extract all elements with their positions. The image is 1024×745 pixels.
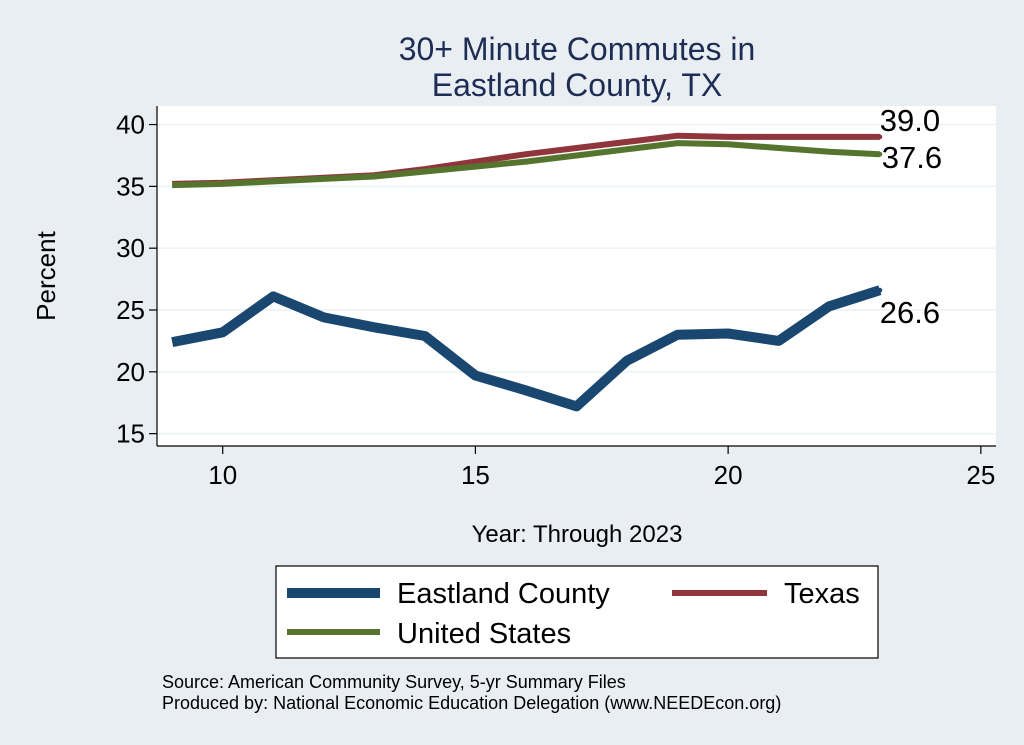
series-end-point-texas bbox=[877, 134, 883, 140]
plot-area bbox=[157, 106, 996, 446]
y-tick-label: 30 bbox=[116, 233, 145, 263]
y-tick-label: 35 bbox=[116, 171, 145, 201]
y-tick-label: 15 bbox=[116, 419, 145, 449]
legend-box bbox=[275, 565, 879, 659]
legend-label-eastland-county: Eastland County bbox=[397, 578, 610, 610]
series-line-eastland-county bbox=[171, 285, 882, 412]
source-note: Source: American Community Survey, 5-yr … bbox=[162, 672, 626, 692]
y-tick-label: 20 bbox=[116, 357, 145, 387]
produced-by-note: Produced by: National Economic Education… bbox=[162, 693, 781, 713]
legend-item-united-states: United States bbox=[287, 618, 571, 650]
end-label-eastland-county: 26.6 bbox=[880, 295, 940, 330]
end-labels: 26.6 39.037.6 bbox=[880, 103, 942, 330]
y-axis-title: Percent bbox=[31, 230, 61, 320]
legend-item-texas: Texas bbox=[672, 578, 860, 610]
series-end-point-united-states bbox=[877, 151, 883, 157]
chart-title-line-1: 30+ Minute Commutes in bbox=[399, 31, 756, 67]
x-tick-label: 10 bbox=[208, 460, 237, 490]
chart-title-line-2: Eastland County, TX bbox=[432, 67, 723, 103]
x-tick-label: 20 bbox=[714, 460, 743, 490]
y-tick-label: 25 bbox=[116, 295, 145, 325]
x-tick-label: 15 bbox=[461, 460, 490, 490]
series-line-united-states bbox=[172, 140, 880, 189]
legend-label-united-states: United States bbox=[397, 618, 571, 650]
series-end-point-eastland-county bbox=[877, 287, 883, 293]
series-lines bbox=[171, 132, 883, 412]
legend-item-eastland-county: Eastland County bbox=[287, 578, 610, 610]
legend-label-texas: Texas bbox=[784, 578, 860, 610]
y-tick-label: 40 bbox=[116, 110, 145, 140]
axis-ticks: 15 20 25 30 35 40 10 15 20 25 bbox=[116, 110, 995, 490]
end-label-united-states: 37.6 bbox=[882, 140, 942, 175]
end-label-texas: 39.0 bbox=[880, 103, 940, 138]
x-tick-label: 25 bbox=[966, 460, 995, 490]
x-axis-title: Year: Through 2023 bbox=[472, 521, 683, 548]
